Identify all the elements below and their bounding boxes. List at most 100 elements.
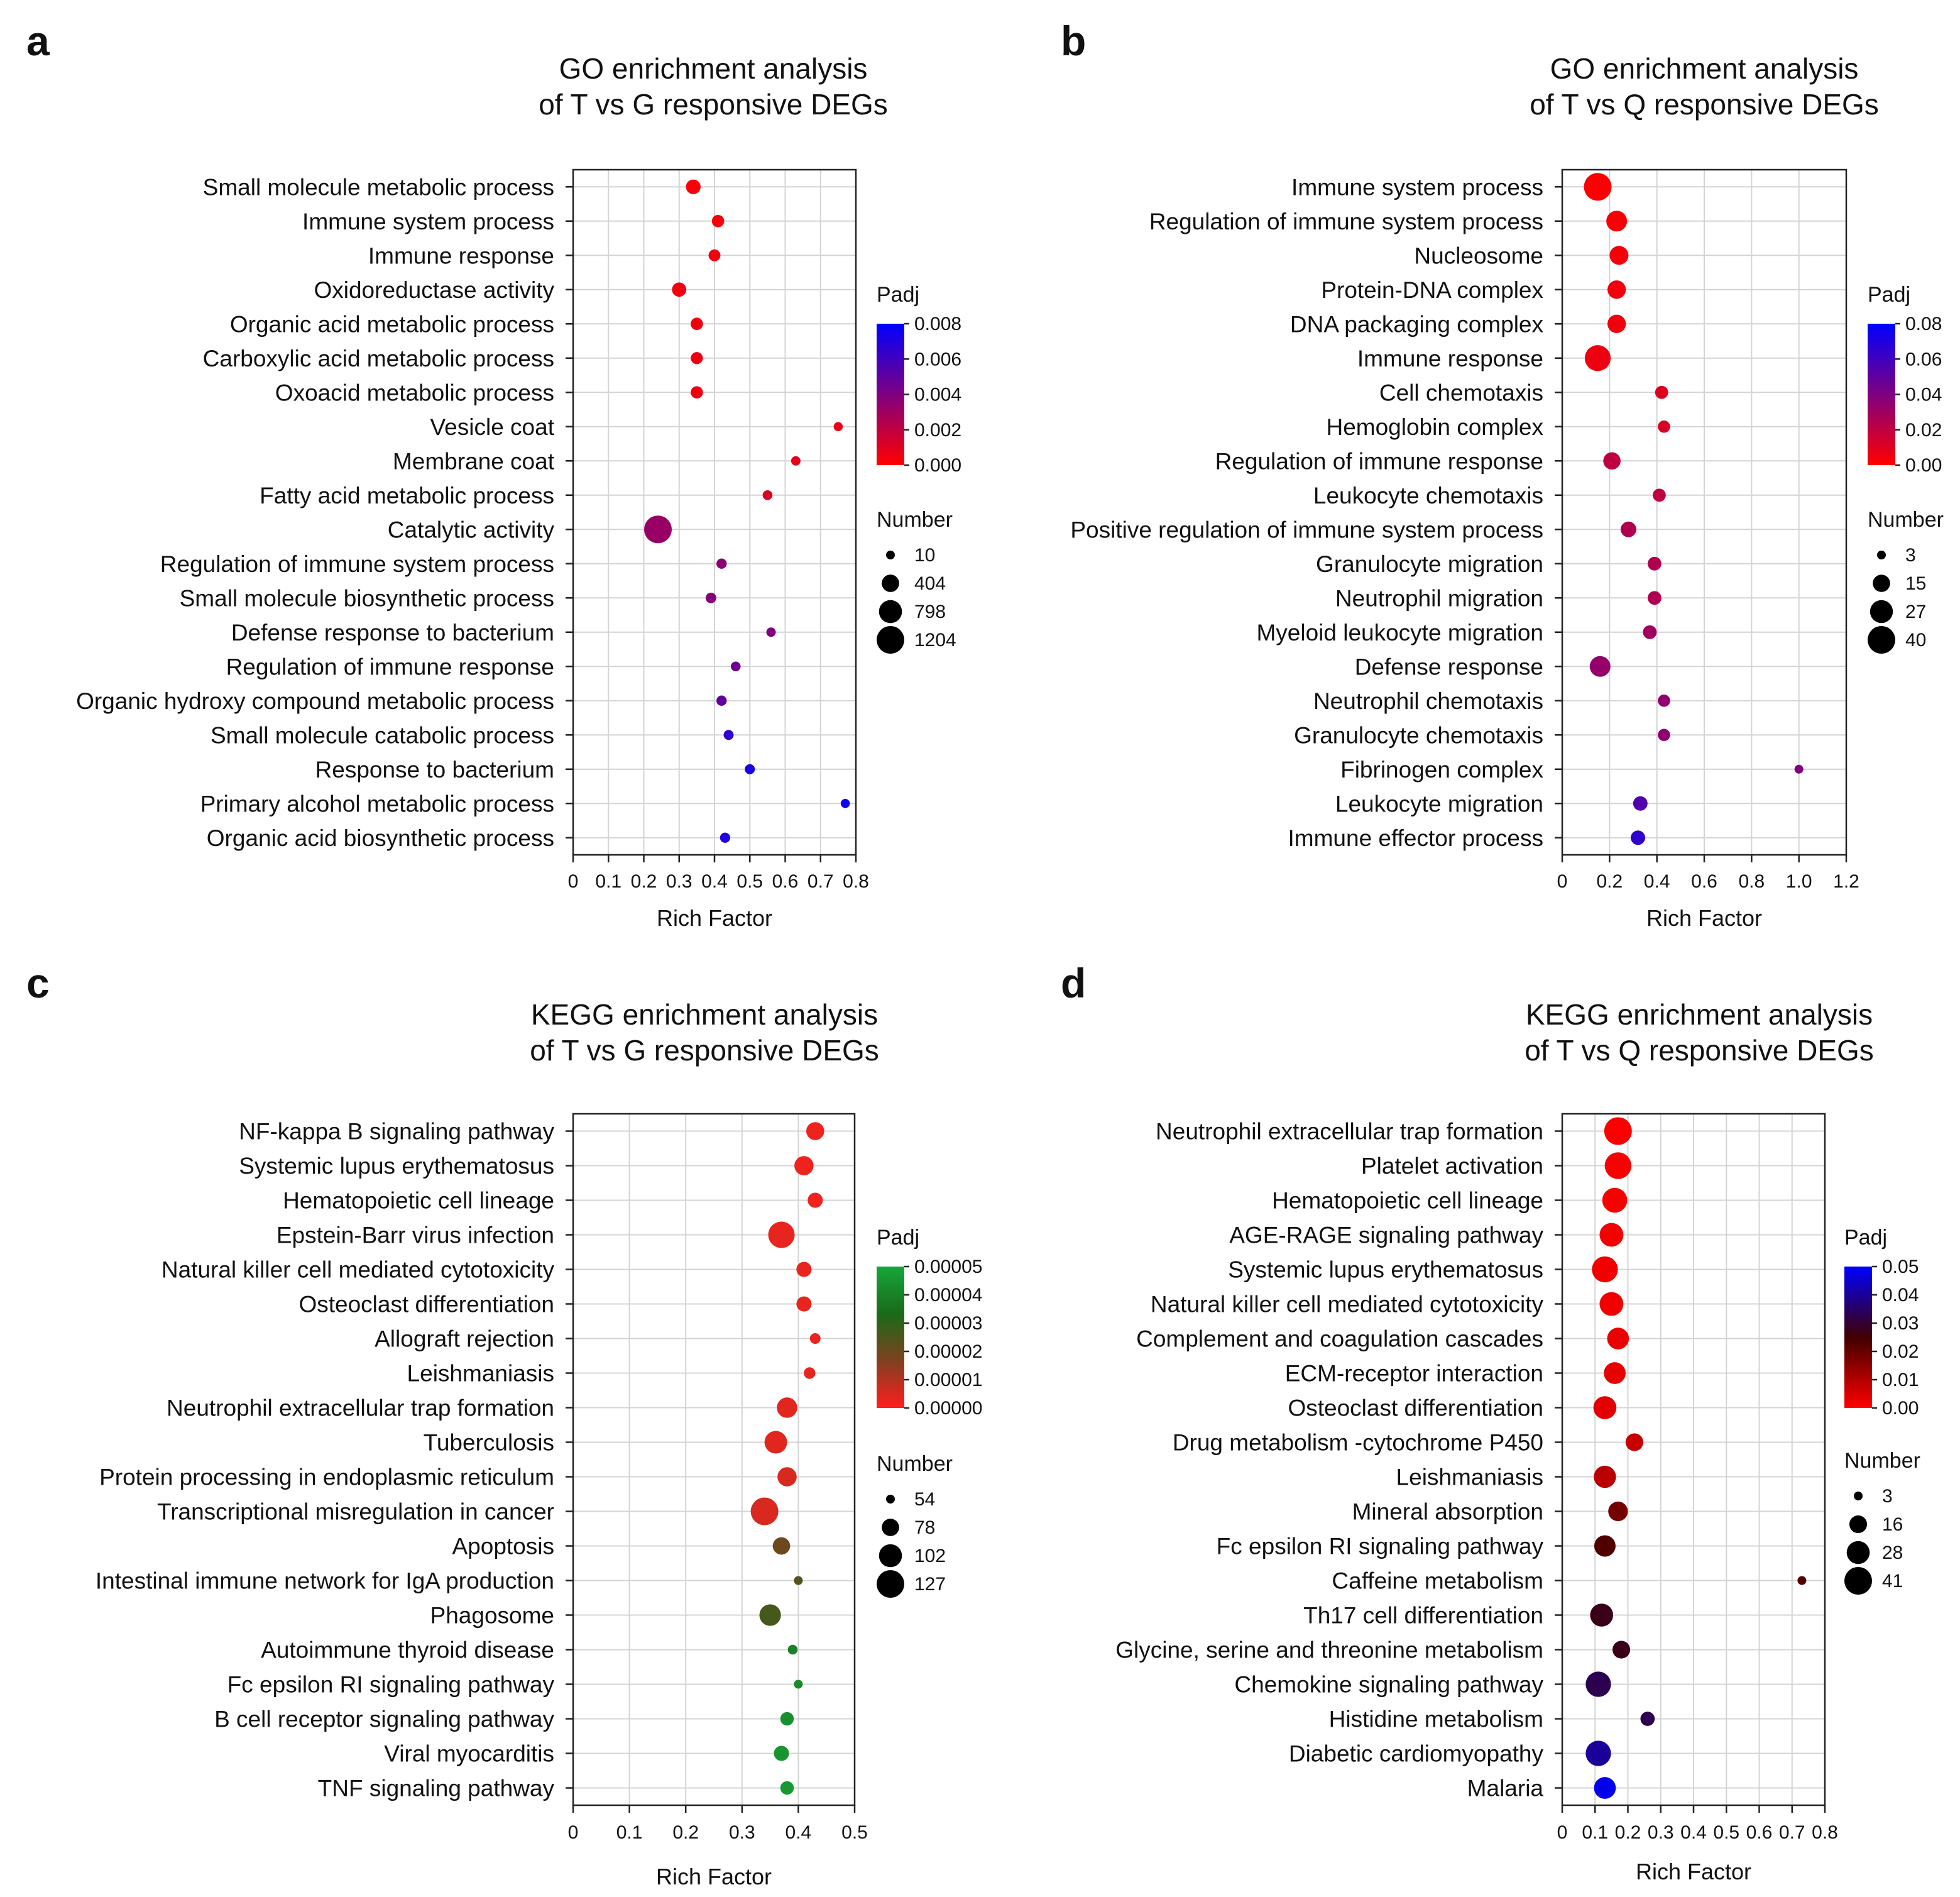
colorbar-tick-label: 0.00 [1905,455,1942,476]
category-label: Neutrophil migration [1335,585,1543,611]
category-label: Leishmaniasis [1396,1465,1543,1490]
x-tick-label: 0.6 [1691,871,1717,892]
data-point [716,558,727,569]
size-legend-title: Number [877,508,953,532]
x-tick-label: 0.1 [1582,1822,1608,1843]
x-tick-label: 0.3 [729,1822,755,1843]
panel-letter: a [26,18,50,64]
data-point [1633,796,1648,811]
x-tick-label: 0.2 [1596,871,1623,892]
size-legend-dot [1854,1492,1863,1500]
category-label: Carboxylic acid metabolic process [203,346,554,371]
data-point [1658,420,1670,433]
size-legend-label: 1204 [914,630,956,651]
colorbar-tick-label: 0.002 [914,420,961,441]
x-tick-label: 0.8 [1738,871,1765,892]
category-label: Immune response [1357,346,1543,371]
data-point [796,1262,812,1277]
category-label: Systemic lupus erythematosus [239,1153,554,1179]
colorbar-tick-label: 0.00005 [914,1256,982,1277]
data-point [1608,1501,1628,1522]
data-point [691,386,703,399]
category-label: Protein processing in endoplasmic reticu… [99,1465,554,1490]
x-tick-label: 1.2 [1833,871,1859,892]
color-legend-title: Padj [877,1226,919,1250]
data-point [791,456,801,466]
size-legend-dot [1873,575,1890,592]
size-legend-dot [1868,626,1895,654]
colorbar-tick-label: 0.000 [914,455,961,476]
category-label: Immune system process [1291,174,1543,200]
data-point [1658,694,1670,707]
data-point [716,695,727,706]
data-point [672,282,687,297]
category-label: Chemokine signaling pathway [1234,1672,1543,1698]
category-label: TNF signaling pathway [318,1776,555,1801]
data-point [745,764,755,774]
data-point [1589,656,1611,677]
colorbar-tick-label: 0.05 [1882,1256,1919,1277]
category-label: Hematopoietic cell lineage [283,1188,554,1214]
data-point [644,515,672,544]
data-point [750,1497,779,1526]
data-point [1599,1292,1624,1316]
data-point [1585,1671,1611,1697]
x-tick-label: 1.0 [1786,871,1812,892]
chart-title-line: of T vs Q responsive DEGs [1525,1034,1874,1067]
data-point [1653,488,1666,502]
data-point [1603,452,1621,470]
colorbar-tick-label: 0.008 [914,314,961,334]
x-tick-label: 0.4 [786,1822,812,1843]
category-label: Positive regulation of immune system pro… [1070,517,1543,542]
x-tick-label: 0.2 [672,1822,699,1843]
x-tick-label: 0.7 [808,871,834,892]
size-legend-dot [886,551,895,559]
color-legend-title: Padj [1844,1226,1887,1250]
x-tick-label: 0.6 [772,871,799,892]
chart-title-line: GO enrichment analysis [1550,52,1859,85]
x-axis-label: Rich Factor [657,905,772,931]
size-legend-dot [1846,1541,1870,1564]
colorbar-tick-label: 0.06 [1905,349,1942,370]
data-point [809,1333,821,1344]
data-point [1592,1256,1618,1283]
data-point [1590,1603,1614,1627]
data-point [780,1712,794,1726]
category-label: Organic acid metabolic process [230,311,554,337]
x-tick-label: 0.3 [1648,1822,1674,1843]
data-point [1584,173,1612,201]
category-label: Neutrophil extracellular trap formation [1156,1119,1543,1145]
colorbar [1844,1267,1872,1408]
colorbar-tick-label: 0.006 [914,349,961,370]
size-legend-dot [879,1544,902,1568]
category-label: Fibrinogen complex [1340,757,1543,783]
category-label: Th17 cell differentiation [1303,1603,1543,1629]
plot-area [573,1114,855,1805]
data-point [808,1192,823,1208]
x-tick-label: 0.4 [1680,1822,1707,1843]
size-legend-label: 798 [914,602,946,622]
data-point [806,1122,824,1140]
chart-title-line: GO enrichment analysis [559,52,868,85]
size-legend-dot [877,626,904,654]
colorbar-tick-label: 0.00004 [914,1285,982,1306]
colorbar [877,324,904,465]
data-point [1593,1396,1617,1419]
x-tick-label: 0.5 [736,871,763,892]
category-label: Catalytic activity [388,517,555,542]
data-point [1602,1187,1628,1213]
size-legend-dot [877,1570,904,1598]
size-legend-label: 404 [914,573,946,594]
colorbar-tick-label: 0.00 [1882,1398,1919,1419]
size-legend-label: 54 [914,1489,935,1510]
data-point [840,798,850,808]
x-axis-label: Rich Factor [1646,905,1762,931]
size-legend-label: 27 [1905,602,1926,622]
category-label: Caffeine metabolism [1332,1568,1543,1594]
chart-title-line: KEGG enrichment analysis [1526,998,1873,1031]
panel-letter: b [1061,18,1086,64]
category-label: Vesicle coat [430,414,555,440]
category-label: Viral myocarditis [384,1741,554,1767]
